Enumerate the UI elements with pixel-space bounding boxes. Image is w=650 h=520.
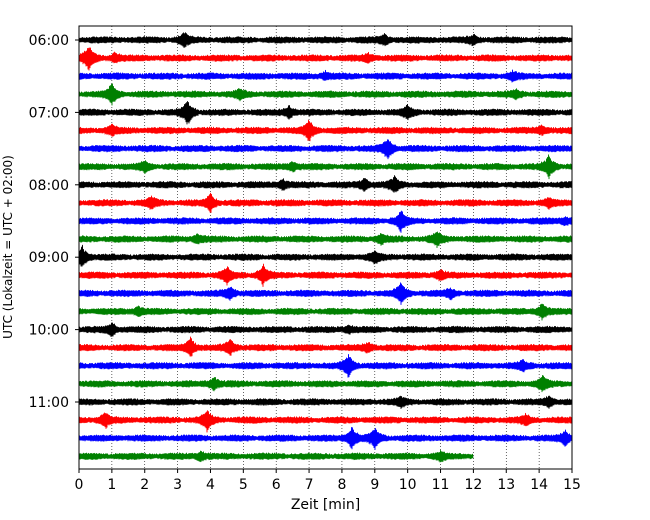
x-tick-label: 15 [563, 477, 581, 493]
seismogram-trace [78, 32, 573, 48]
y-axis: 06:00 07:00 08:00 09:00 10:00 11:00 [29, 33, 79, 411]
x-tick-label: 13 [497, 477, 515, 493]
seismogram-trace [78, 192, 573, 213]
seismogram-trace [78, 322, 573, 338]
x-tick-label: 4 [206, 477, 215, 493]
seismogram-trace [78, 210, 573, 233]
seismogram-trace [78, 354, 573, 378]
seismogram-traces [78, 32, 573, 463]
seismogram-trace [78, 374, 573, 393]
x-tick-label: 5 [239, 477, 248, 493]
seismogram-trace [78, 449, 474, 463]
seismogram-trace [78, 395, 573, 409]
x-tick-label: 8 [337, 477, 346, 493]
y-tick-label: 10:00 [29, 323, 69, 339]
x-tick-label: 2 [140, 477, 149, 493]
seismogram-trace [78, 263, 573, 287]
x-axis-title: Zeit [min] [291, 497, 360, 513]
x-axis: 0 1 2 3 4 5 6 7 8 9 10 11 12 13 14 15 [75, 469, 581, 493]
x-tick-label: 0 [75, 477, 84, 493]
y-tick-label: 11:00 [29, 395, 69, 411]
seismogram-trace [78, 47, 573, 71]
y-tick-label: 07:00 [29, 105, 69, 121]
x-tick-label: 10 [399, 477, 417, 493]
plot-frame [78, 25, 573, 470]
seismogram-trace [78, 154, 573, 180]
seismogram-trace [78, 139, 573, 160]
seismogram-trace [78, 410, 573, 433]
seismogram-trace [78, 244, 573, 267]
x-tick-label: 3 [173, 477, 182, 493]
x-grid [111, 26, 540, 469]
seismogram-trace [78, 303, 573, 321]
seismogram-trace [78, 175, 573, 193]
x-tick-label: 12 [464, 477, 482, 493]
seismogram-trace [78, 336, 573, 357]
x-tick-label: 1 [107, 477, 116, 493]
x-tick-label: 11 [432, 477, 450, 493]
seismogram-trace [78, 100, 573, 125]
y-tick-label: 08:00 [29, 178, 69, 194]
y-tick-label: 06:00 [29, 33, 69, 49]
x-tick-label: 9 [370, 477, 379, 493]
seismogram-trace [78, 426, 573, 451]
x-tick-label: 14 [530, 477, 548, 493]
seismogram-trace [78, 231, 573, 249]
x-tick-label: 7 [305, 477, 314, 493]
x-tick-label: 6 [272, 477, 281, 493]
y-axis-title: UTC (Lokalzeit = UTC + 02:00) [1, 155, 15, 339]
seismogram-trace [78, 282, 573, 305]
seismogram-trace [78, 119, 573, 142]
y-tick-label: 09:00 [29, 250, 69, 266]
seismogram-trace [78, 69, 573, 83]
seismogram-trace [78, 83, 573, 106]
